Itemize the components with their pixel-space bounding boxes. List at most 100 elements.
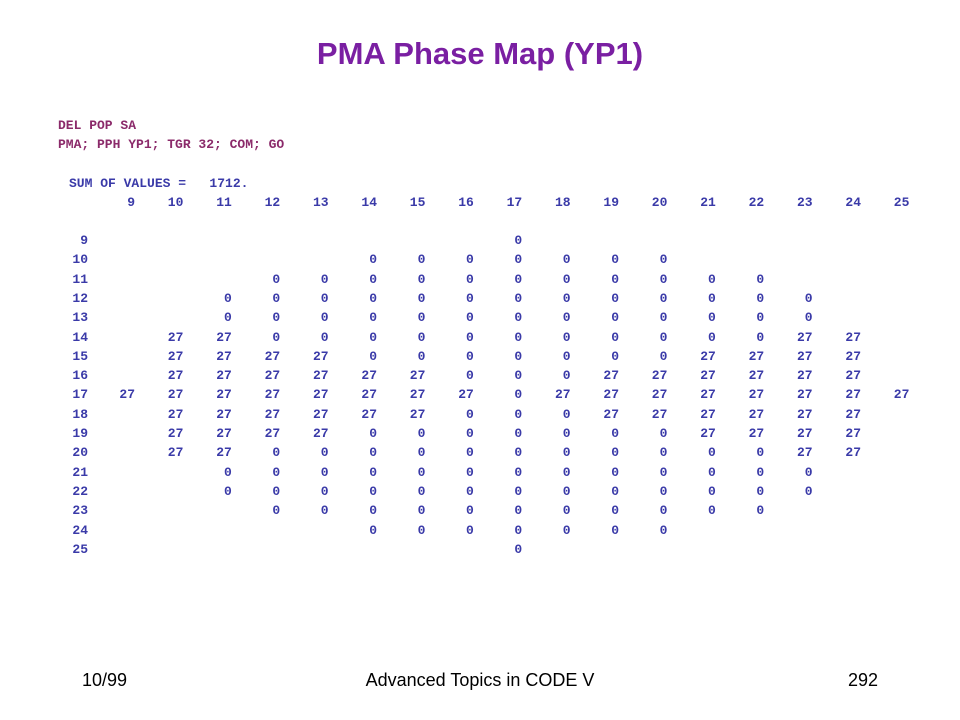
- table-cell: 27: [216, 406, 232, 422]
- row-label: 16: [72, 368, 88, 384]
- table-cell: 27: [700, 387, 716, 403]
- table-cell: 0: [756, 310, 765, 326]
- table-cell: 27: [216, 368, 232, 384]
- table-cell: 0: [611, 329, 619, 345]
- row-label: 25: [72, 541, 88, 557]
- table-cell: 0: [562, 271, 571, 287]
- table-cell: 0: [756, 329, 765, 345]
- table-cell: 0: [562, 252, 571, 268]
- table-cell: 0: [224, 483, 232, 499]
- table-cell: 0: [369, 290, 377, 306]
- table-cell: 27: [119, 387, 135, 403]
- table-cell: 27: [845, 387, 861, 403]
- table-cell: 0: [417, 252, 426, 268]
- table-cell: 0: [272, 310, 281, 326]
- table-cell: 27: [797, 387, 813, 403]
- table-cell: 27: [797, 406, 813, 422]
- table-cell: 0: [417, 348, 426, 364]
- table-cell: 27: [748, 426, 765, 441]
- table-cell: 0: [708, 310, 716, 326]
- table-cell: 0: [514, 387, 523, 403]
- table-cell: 0: [708, 445, 716, 461]
- table-cell: 27: [700, 426, 716, 441]
- table-cell: 0: [659, 310, 668, 326]
- table-cell: 0: [417, 271, 426, 287]
- column-header: 14: [361, 195, 377, 210]
- row-label: 11: [72, 271, 88, 287]
- table-cell: 0: [659, 329, 668, 345]
- table-cell: 0: [708, 271, 716, 287]
- table-cell: 0: [756, 271, 765, 287]
- command-line: DEL POP SA: [58, 118, 137, 133]
- table-cell: 27: [603, 387, 619, 403]
- table-cell: 27: [797, 348, 813, 364]
- table-cell: 0: [514, 329, 523, 345]
- table-cell: 0: [224, 310, 232, 326]
- table-cell: 0: [272, 483, 281, 499]
- table-cell: 27: [167, 329, 184, 345]
- table-cell: 0: [272, 464, 281, 480]
- table-cell: 0: [562, 445, 571, 461]
- table-cell: 0: [466, 464, 474, 480]
- table-cell: 0: [514, 483, 523, 499]
- column-header: 16: [458, 195, 474, 210]
- table-cell: 0: [562, 310, 571, 326]
- table-cell: 0: [417, 290, 426, 306]
- table-cell: 0: [369, 310, 377, 326]
- table-cell: 27: [264, 426, 281, 441]
- table-cell: 27: [409, 368, 426, 384]
- column-header: 10: [167, 195, 184, 210]
- table-cell: 0: [756, 290, 765, 306]
- table-cell: 0: [224, 290, 232, 306]
- table-cell: 27: [748, 387, 765, 403]
- table-cell: 0: [659, 252, 668, 268]
- table-cell: 0: [369, 522, 377, 538]
- table-cell: 0: [369, 445, 377, 461]
- table-cell: 0: [466, 406, 474, 422]
- table-cell: 27: [651, 406, 668, 422]
- footer-title: Advanced Topics in CODE V: [365, 670, 595, 690]
- row-label: 19: [72, 426, 88, 441]
- table-cell: 27: [409, 387, 426, 403]
- table-cell: 27: [264, 348, 281, 364]
- table-cell: 27: [264, 406, 281, 422]
- table-cell: 27: [216, 426, 232, 441]
- table-cell: 27: [313, 348, 329, 364]
- row-label: 14: [72, 329, 88, 345]
- table-cell: 0: [514, 445, 523, 461]
- table-cell: 0: [562, 503, 571, 519]
- table-cell: 27: [797, 368, 813, 384]
- table-cell: 0: [708, 483, 716, 499]
- column-header: 13: [313, 195, 329, 210]
- table-cell: 27: [264, 368, 281, 384]
- table-cell: 27: [458, 387, 474, 403]
- table-cell: 0: [756, 445, 765, 461]
- row-label: 17: [72, 387, 88, 403]
- table-cell: 0: [466, 503, 474, 519]
- table-cell: 0: [466, 368, 474, 384]
- column-header: 25: [893, 195, 910, 210]
- table-cell: 0: [320, 310, 329, 326]
- column-header: 12: [264, 195, 281, 210]
- column-header: 24: [845, 195, 861, 210]
- table-cell: 27: [167, 348, 184, 364]
- table-cell: 27: [845, 368, 861, 384]
- table-cell: 27: [313, 387, 329, 403]
- table-cell: 0: [611, 310, 619, 326]
- table-cell: 0: [369, 271, 377, 287]
- table-cell: 0: [417, 426, 426, 441]
- table-cell: 27: [797, 426, 813, 441]
- table-cell: 0: [272, 329, 281, 345]
- row-label: 22: [72, 483, 88, 499]
- table-cell: 0: [804, 310, 813, 326]
- table-cell: 0: [514, 310, 523, 326]
- table-cell: 0: [611, 290, 619, 306]
- row-label: 20: [72, 445, 88, 461]
- table-cell: 0: [514, 426, 523, 441]
- table-cell: 0: [611, 348, 619, 364]
- table-cell: 0: [804, 464, 813, 480]
- table-cell: 0: [272, 503, 281, 519]
- table-cell: 0: [320, 290, 329, 306]
- table-cell: 27: [264, 387, 281, 403]
- table-cell: 27: [167, 406, 184, 422]
